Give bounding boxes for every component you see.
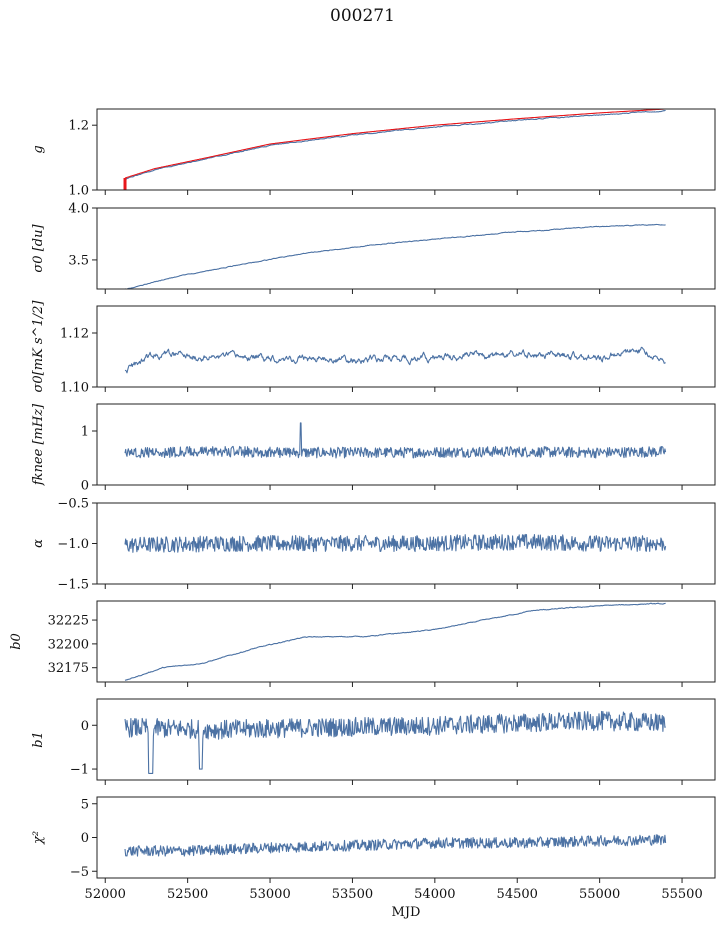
ytick-label-sigma0-du-0: 3.5 xyxy=(68,253,89,268)
xlabel: MJD xyxy=(392,905,421,920)
series-line-sigma0-mk xyxy=(124,346,666,374)
xtick-label-2: 53000 xyxy=(249,887,290,902)
xtick-label-5: 54500 xyxy=(497,887,538,902)
series-line-fknee xyxy=(124,422,667,459)
ytick-label-sigma0-du-1: 4.0 xyxy=(68,202,89,217)
ylabel-g: g xyxy=(31,145,46,153)
xtick-label-3: 53500 xyxy=(332,887,373,902)
series-line-b1 xyxy=(124,710,666,774)
ytick-label-sigma0-mk-0: 1.10 xyxy=(60,381,89,396)
ylabel-fknee: fknee [mHz] xyxy=(31,403,46,486)
ylabel-alpha: α xyxy=(31,539,46,548)
series-line-alpha xyxy=(124,533,667,553)
series-line-g-overlay xyxy=(124,109,666,179)
ytick-label-chi2-0: −5 xyxy=(70,865,89,880)
ytick-label-fknee-0: 0 xyxy=(81,479,89,494)
xtick-label-1: 52500 xyxy=(167,887,208,902)
ylabel-chi2: χ² xyxy=(31,831,46,845)
ytick-label-alpha-0: −1.5 xyxy=(57,578,89,593)
series-line-sigma0-du xyxy=(124,223,666,289)
xtick-label-0: 52000 xyxy=(85,887,126,902)
ytick-label-b1-1: 0 xyxy=(81,719,89,734)
ytick-label-b0-2: 32225 xyxy=(48,614,89,629)
ytick-label-alpha-2: −0.5 xyxy=(57,497,89,512)
ytick-label-g-1: 1.2 xyxy=(68,119,89,134)
ylabel-b1: b1 xyxy=(31,731,46,748)
ytick-label-b1-0: −1 xyxy=(70,763,89,778)
ylabel-b0: b0 xyxy=(9,633,24,650)
ylabel-sigma0-du: σ0 [du] xyxy=(31,224,46,273)
xtick-label-7: 55500 xyxy=(661,887,702,902)
series-line-b0 xyxy=(124,602,666,681)
ytick-label-fknee-1: 1 xyxy=(81,425,89,440)
ytick-label-alpha-1: −1.0 xyxy=(57,537,89,552)
ytick-label-g-0: 1.0 xyxy=(68,184,89,199)
ytick-label-chi2-2: 5 xyxy=(81,797,89,812)
panel-frame-fknee xyxy=(96,403,716,486)
panel-frame-chi2 xyxy=(96,796,716,879)
xtick-label-4: 54000 xyxy=(414,887,455,902)
ytick-label-chi2-1: 0 xyxy=(81,831,89,846)
panel-frame-g xyxy=(96,108,716,191)
series-line-chi2 xyxy=(124,834,667,857)
panel-frame-sigma0-mk xyxy=(96,305,716,388)
panel-frame-b0 xyxy=(96,600,716,683)
ylabel-sigma0-mk: σ0[mK s^1/2] xyxy=(31,300,46,393)
ytick-label-b0-1: 32200 xyxy=(48,637,89,652)
ytick-label-b0-0: 32175 xyxy=(48,661,89,676)
xtick-label-6: 55000 xyxy=(579,887,620,902)
ytick-label-sigma0-mk-1: 1.12 xyxy=(60,327,89,342)
panel-frame-sigma0-du xyxy=(96,207,716,290)
series-line-g xyxy=(124,109,666,180)
figure-title: 000271 xyxy=(330,6,395,26)
panel-frame-b1 xyxy=(96,698,716,781)
